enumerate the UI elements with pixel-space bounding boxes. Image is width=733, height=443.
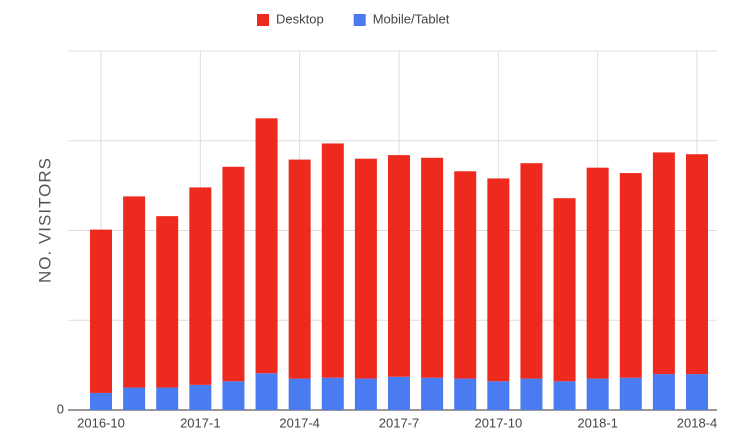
bar-segment: [553, 381, 576, 410]
bar-segment: [156, 216, 179, 388]
bar-segment: [189, 187, 212, 385]
bar-segment: [586, 167, 609, 379]
bar-segment: [354, 158, 377, 379]
bar-segment: [553, 198, 576, 382]
x-tick-label: 2018-4: [677, 415, 717, 430]
legend-swatch: [257, 14, 269, 26]
bar-segment: [520, 378, 543, 410]
bar-segment: [189, 384, 212, 410]
bar-segment: [288, 159, 311, 379]
bar-segment: [686, 374, 708, 410]
bar-segment: [255, 373, 278, 410]
bar-segment: [123, 196, 146, 388]
y-axis-label: NO. VISITORS: [35, 157, 54, 283]
bar-segment: [90, 229, 112, 393]
bar-segment: [586, 378, 609, 410]
bar-segment: [421, 377, 444, 410]
bar-segment: [354, 378, 377, 410]
x-tick-label: 2017-10: [474, 415, 522, 430]
legend-label: Desktop: [276, 11, 324, 26]
bar-segment: [487, 381, 510, 410]
x-tick-label: 2016-10: [77, 415, 125, 430]
bar-segment: [90, 392, 112, 410]
bar-segment: [652, 152, 675, 375]
x-tick-label: 2017-7: [379, 415, 419, 430]
bar-segment: [619, 377, 642, 410]
bar-segment: [520, 163, 543, 379]
bar-segment: [454, 378, 477, 410]
bar-segment: [222, 381, 245, 410]
bar-segment: [686, 154, 708, 375]
x-tick-label: 2017-1: [180, 415, 220, 430]
legend-swatch: [353, 14, 366, 26]
bar-segment: [388, 376, 410, 410]
legend-label: Mobile/Tablet: [373, 11, 450, 26]
bar-segment: [123, 387, 146, 410]
bar-segment: [288, 378, 311, 410]
bar-segment: [156, 387, 179, 410]
bar-segment: [487, 178, 510, 382]
x-tick-label: 2018-1: [577, 415, 617, 430]
bar-segment: [321, 377, 344, 410]
bar-segment: [421, 157, 444, 378]
bar-segment: [222, 166, 245, 382]
bar-segment: [388, 155, 410, 377]
bar-segment: [255, 118, 278, 374]
bar-segment: [652, 374, 675, 410]
bar-segment: [454, 171, 477, 379]
bar-segment: [321, 143, 344, 378]
x-tick-label: 2017-4: [279, 415, 319, 430]
bar-segment: [619, 173, 642, 378]
y-tick-label: 0: [57, 401, 64, 416]
